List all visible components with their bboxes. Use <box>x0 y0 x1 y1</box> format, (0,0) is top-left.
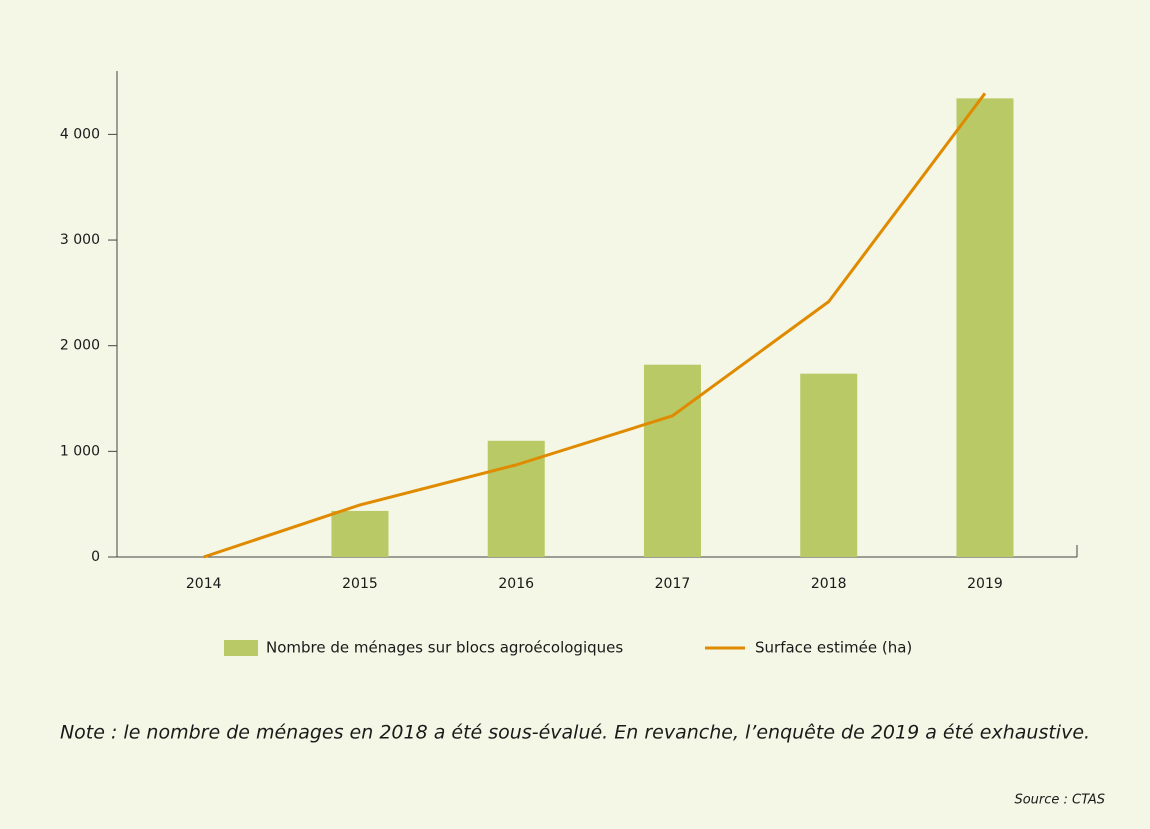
x-tick-label: 2016 <box>498 576 534 592</box>
y-tick-label: 3 000 <box>60 232 100 248</box>
bar <box>331 510 389 557</box>
note: Note : le nombre de ménages en 2018 a ét… <box>60 722 1090 744</box>
y-tick-label: 2 000 <box>60 338 100 354</box>
y-tick-label: 4 000 <box>60 126 100 142</box>
x-tick-label: 2014 <box>186 576 222 592</box>
y-tick-label: 0 <box>91 549 100 565</box>
bar <box>800 373 858 557</box>
bar <box>643 364 701 557</box>
bar <box>956 98 1014 557</box>
x-tick-label: 2017 <box>655 576 691 592</box>
line <box>203 92 987 559</box>
x-tick-label: 2019 <box>967 576 1003 592</box>
legend-swatch <box>224 640 258 656</box>
legend-label: Surface estimée (ha) <box>755 639 912 657</box>
source: Source : CTAS <box>1014 793 1105 808</box>
y-tick-label: 1 000 <box>60 443 100 459</box>
x-tick-label: 2018 <box>811 576 847 592</box>
x-tick-label: 2015 <box>342 576 378 592</box>
legend-label: Nombre de ménages sur blocs agroécologiq… <box>266 639 623 657</box>
